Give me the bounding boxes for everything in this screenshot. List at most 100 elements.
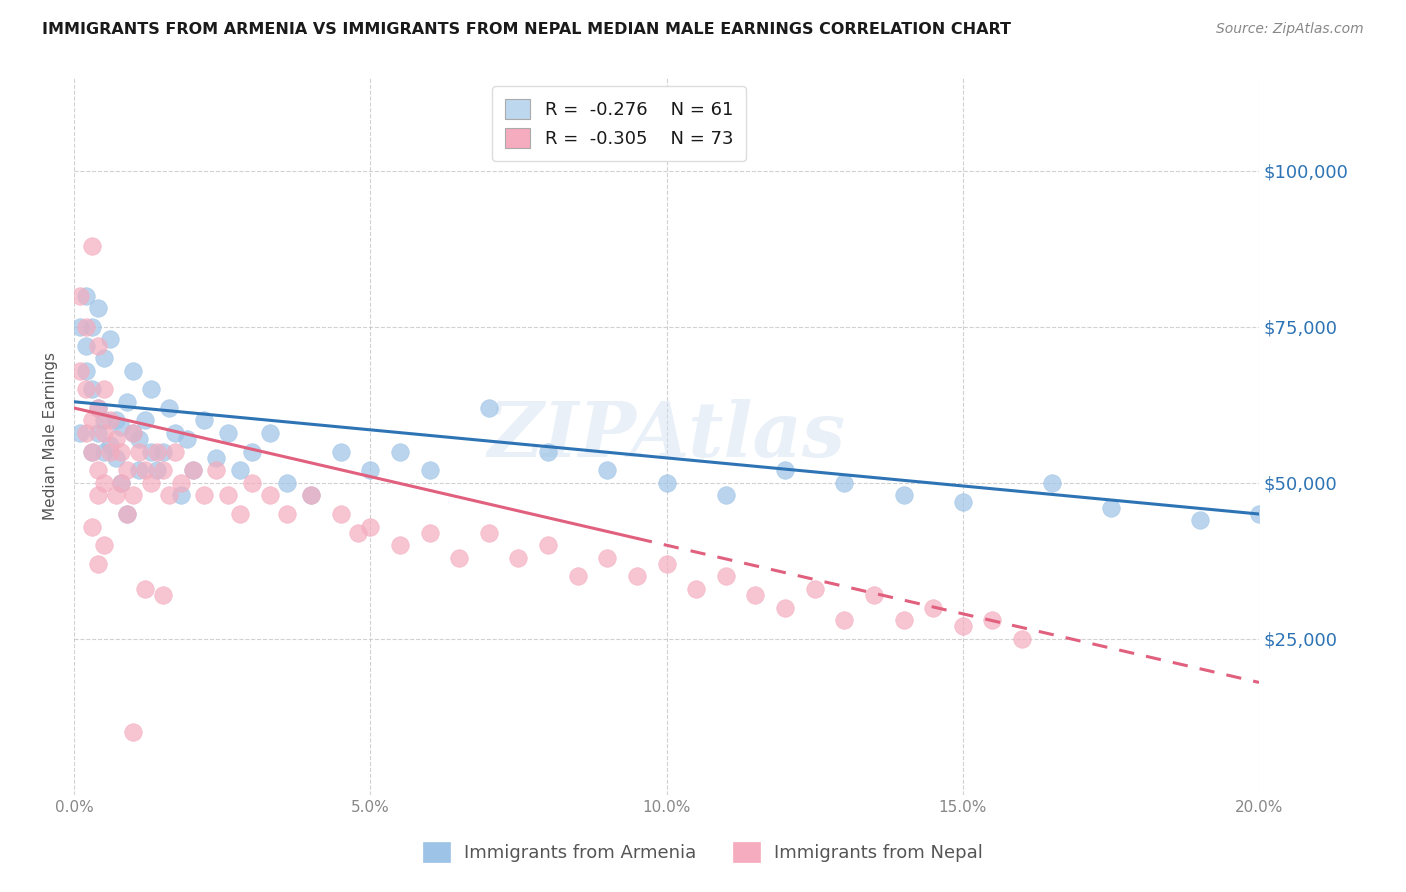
Point: [240, 444, 263, 458]
Point: [952, 619, 974, 633]
Point: [1188, 513, 1211, 527]
Point: [134, 582, 156, 596]
Point: [537, 444, 560, 458]
Point: [217, 425, 239, 440]
Point: [110, 475, 132, 490]
Legend: Immigrants from Armenia, Immigrants from Nepal: Immigrants from Armenia, Immigrants from…: [416, 835, 990, 870]
Point: [217, 488, 239, 502]
Point: [75, 289, 97, 303]
Point: [87, 488, 110, 502]
Point: [128, 463, 150, 477]
Point: [329, 507, 352, 521]
Point: [104, 450, 127, 465]
Point: [139, 382, 162, 396]
Point: [596, 550, 619, 565]
Point: [176, 432, 198, 446]
Point: [744, 588, 766, 602]
Point: [122, 363, 145, 377]
Point: [80, 382, 103, 396]
Point: [69, 363, 91, 377]
Point: [655, 557, 678, 571]
Point: [359, 463, 381, 477]
Point: [87, 401, 110, 415]
Point: [75, 338, 97, 352]
Point: [152, 444, 174, 458]
Point: [117, 394, 139, 409]
Point: [122, 725, 145, 739]
Point: [146, 463, 169, 477]
Text: ZIPAtlas: ZIPAtlas: [488, 399, 845, 473]
Point: [803, 582, 825, 596]
Point: [104, 432, 127, 446]
Point: [193, 488, 215, 502]
Point: [104, 488, 127, 502]
Point: [229, 463, 252, 477]
Point: [117, 463, 139, 477]
Point: [714, 488, 737, 502]
Point: [863, 588, 886, 602]
Point: [87, 338, 110, 352]
Point: [75, 320, 97, 334]
Point: [655, 475, 678, 490]
Point: [122, 425, 145, 440]
Point: [1249, 507, 1271, 521]
Point: [93, 351, 115, 365]
Point: [478, 401, 501, 415]
Point: [117, 507, 139, 521]
Point: [93, 475, 115, 490]
Point: [80, 413, 103, 427]
Point: [952, 494, 974, 508]
Point: [69, 320, 91, 334]
Point: [110, 419, 132, 434]
Point: [240, 475, 263, 490]
Point: [229, 507, 252, 521]
Point: [163, 425, 186, 440]
Point: [508, 550, 530, 565]
Point: [205, 463, 228, 477]
Point: [1040, 475, 1063, 490]
Point: [537, 538, 560, 552]
Point: [157, 401, 180, 415]
Point: [773, 463, 796, 477]
Point: [259, 488, 281, 502]
Point: [139, 475, 162, 490]
Point: [449, 550, 471, 565]
Point: [205, 450, 228, 465]
Point: [146, 444, 169, 458]
Point: [181, 463, 204, 477]
Point: [98, 413, 121, 427]
Point: [170, 488, 193, 502]
Point: [93, 444, 115, 458]
Point: [110, 444, 132, 458]
Point: [626, 569, 648, 583]
Text: IMMIGRANTS FROM ARMENIA VS IMMIGRANTS FROM NEPAL MEDIAN MALE EARNINGS CORRELATIO: IMMIGRANTS FROM ARMENIA VS IMMIGRANTS FR…: [42, 22, 1011, 37]
Point: [87, 301, 110, 316]
Point: [93, 413, 115, 427]
Point: [329, 444, 352, 458]
Point: [157, 488, 180, 502]
Point: [152, 463, 174, 477]
Point: [893, 613, 915, 627]
Point: [93, 538, 115, 552]
Point: [419, 525, 441, 540]
Text: Source: ZipAtlas.com: Source: ZipAtlas.com: [1216, 22, 1364, 37]
Point: [128, 432, 150, 446]
Point: [87, 425, 110, 440]
Point: [122, 425, 145, 440]
Point: [163, 444, 186, 458]
Point: [134, 463, 156, 477]
Point: [75, 425, 97, 440]
Point: [93, 382, 115, 396]
Point: [276, 507, 298, 521]
Point: [834, 475, 856, 490]
Point: [276, 475, 298, 490]
Point: [80, 320, 103, 334]
Point: [117, 507, 139, 521]
Point: [1011, 632, 1033, 646]
Point: [181, 463, 204, 477]
Point: [87, 401, 110, 415]
Point: [359, 519, 381, 533]
Point: [98, 438, 121, 452]
Point: [87, 557, 110, 571]
Point: [714, 569, 737, 583]
